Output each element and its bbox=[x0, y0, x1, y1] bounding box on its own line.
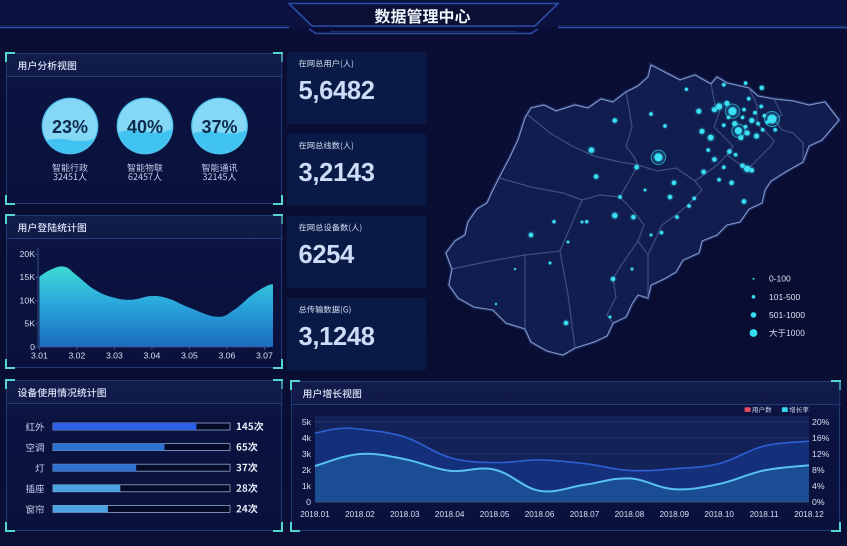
svg-text:20%: 20% bbox=[812, 417, 830, 427]
svg-text:20K: 20K bbox=[20, 249, 36, 259]
svg-text:5k: 5k bbox=[302, 417, 312, 427]
svg-text:2018.08: 2018.08 bbox=[615, 510, 645, 519]
svg-text:3.07: 3.07 bbox=[256, 351, 273, 361]
svg-text:101-500: 101-500 bbox=[769, 292, 800, 302]
svg-text:16%: 16% bbox=[812, 433, 830, 443]
svg-text:3k: 3k bbox=[302, 449, 312, 459]
svg-text:37%: 37% bbox=[201, 117, 237, 137]
svg-text:3.04: 3.04 bbox=[143, 351, 160, 361]
svg-text:40%: 40% bbox=[127, 117, 163, 137]
svg-text:2018.05: 2018.05 bbox=[480, 510, 510, 519]
svg-text:3.06: 3.06 bbox=[218, 351, 235, 361]
svg-text:5K: 5K bbox=[24, 319, 35, 329]
svg-text:2018.06: 2018.06 bbox=[525, 510, 555, 519]
svg-text:0%: 0% bbox=[812, 497, 825, 507]
svg-text:0: 0 bbox=[30, 342, 35, 352]
svg-text:5,6482: 5,6482 bbox=[299, 77, 375, 105]
svg-text:2018.04: 2018.04 bbox=[435, 510, 465, 519]
svg-text:3.03: 3.03 bbox=[106, 351, 123, 361]
svg-text:2018.11: 2018.11 bbox=[750, 510, 779, 519]
svg-text:2018.10: 2018.10 bbox=[704, 510, 734, 519]
svg-text:4k: 4k bbox=[302, 433, 312, 443]
svg-text:10K: 10K bbox=[20, 295, 36, 305]
svg-text:2018.09: 2018.09 bbox=[659, 510, 689, 519]
svg-text:6254: 6254 bbox=[299, 241, 356, 269]
svg-text:3,2143: 3,2143 bbox=[299, 159, 375, 187]
svg-text:501-1000: 501-1000 bbox=[769, 310, 805, 320]
svg-text:2018.02: 2018.02 bbox=[345, 510, 375, 519]
svg-text:2k: 2k bbox=[302, 465, 312, 475]
svg-text:4%: 4% bbox=[812, 481, 825, 491]
svg-text:8%: 8% bbox=[812, 465, 825, 475]
svg-text:12%: 12% bbox=[812, 449, 830, 459]
svg-text:1k: 1k bbox=[302, 481, 312, 491]
svg-text:0: 0 bbox=[306, 497, 311, 507]
svg-text:23%: 23% bbox=[52, 117, 88, 137]
svg-text:3.05: 3.05 bbox=[181, 351, 198, 361]
svg-text:0-100: 0-100 bbox=[769, 274, 791, 284]
svg-text:2018.01: 2018.01 bbox=[300, 510, 330, 519]
svg-text:15K: 15K bbox=[20, 272, 36, 282]
svg-text:2018.12: 2018.12 bbox=[794, 510, 824, 519]
svg-text:2018.03: 2018.03 bbox=[390, 510, 420, 519]
svg-text:3.02: 3.02 bbox=[68, 351, 85, 361]
svg-text:2018.07: 2018.07 bbox=[570, 510, 600, 519]
svg-text:3.01: 3.01 bbox=[31, 351, 48, 361]
svg-text:3,1248: 3,1248 bbox=[299, 323, 375, 351]
